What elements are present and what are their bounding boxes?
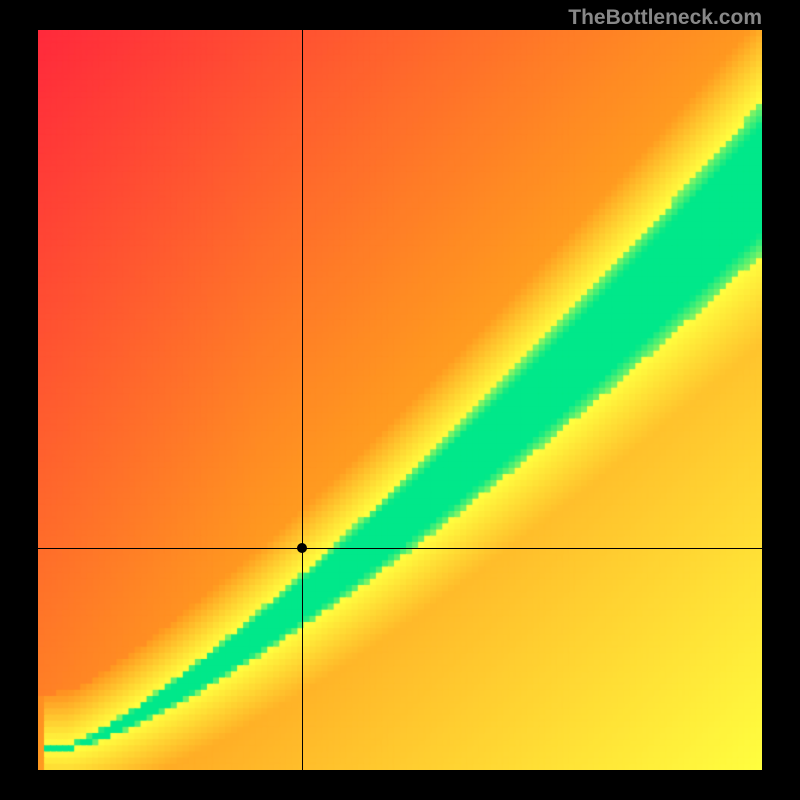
heatmap-plot [38,30,762,770]
crosshair-vertical [302,30,303,770]
crosshair-horizontal [38,548,762,549]
chart-container: TheBottleneck.com [0,0,800,800]
watermark-text: TheBottleneck.com [568,6,762,30]
heatmap-canvas [38,30,762,770]
